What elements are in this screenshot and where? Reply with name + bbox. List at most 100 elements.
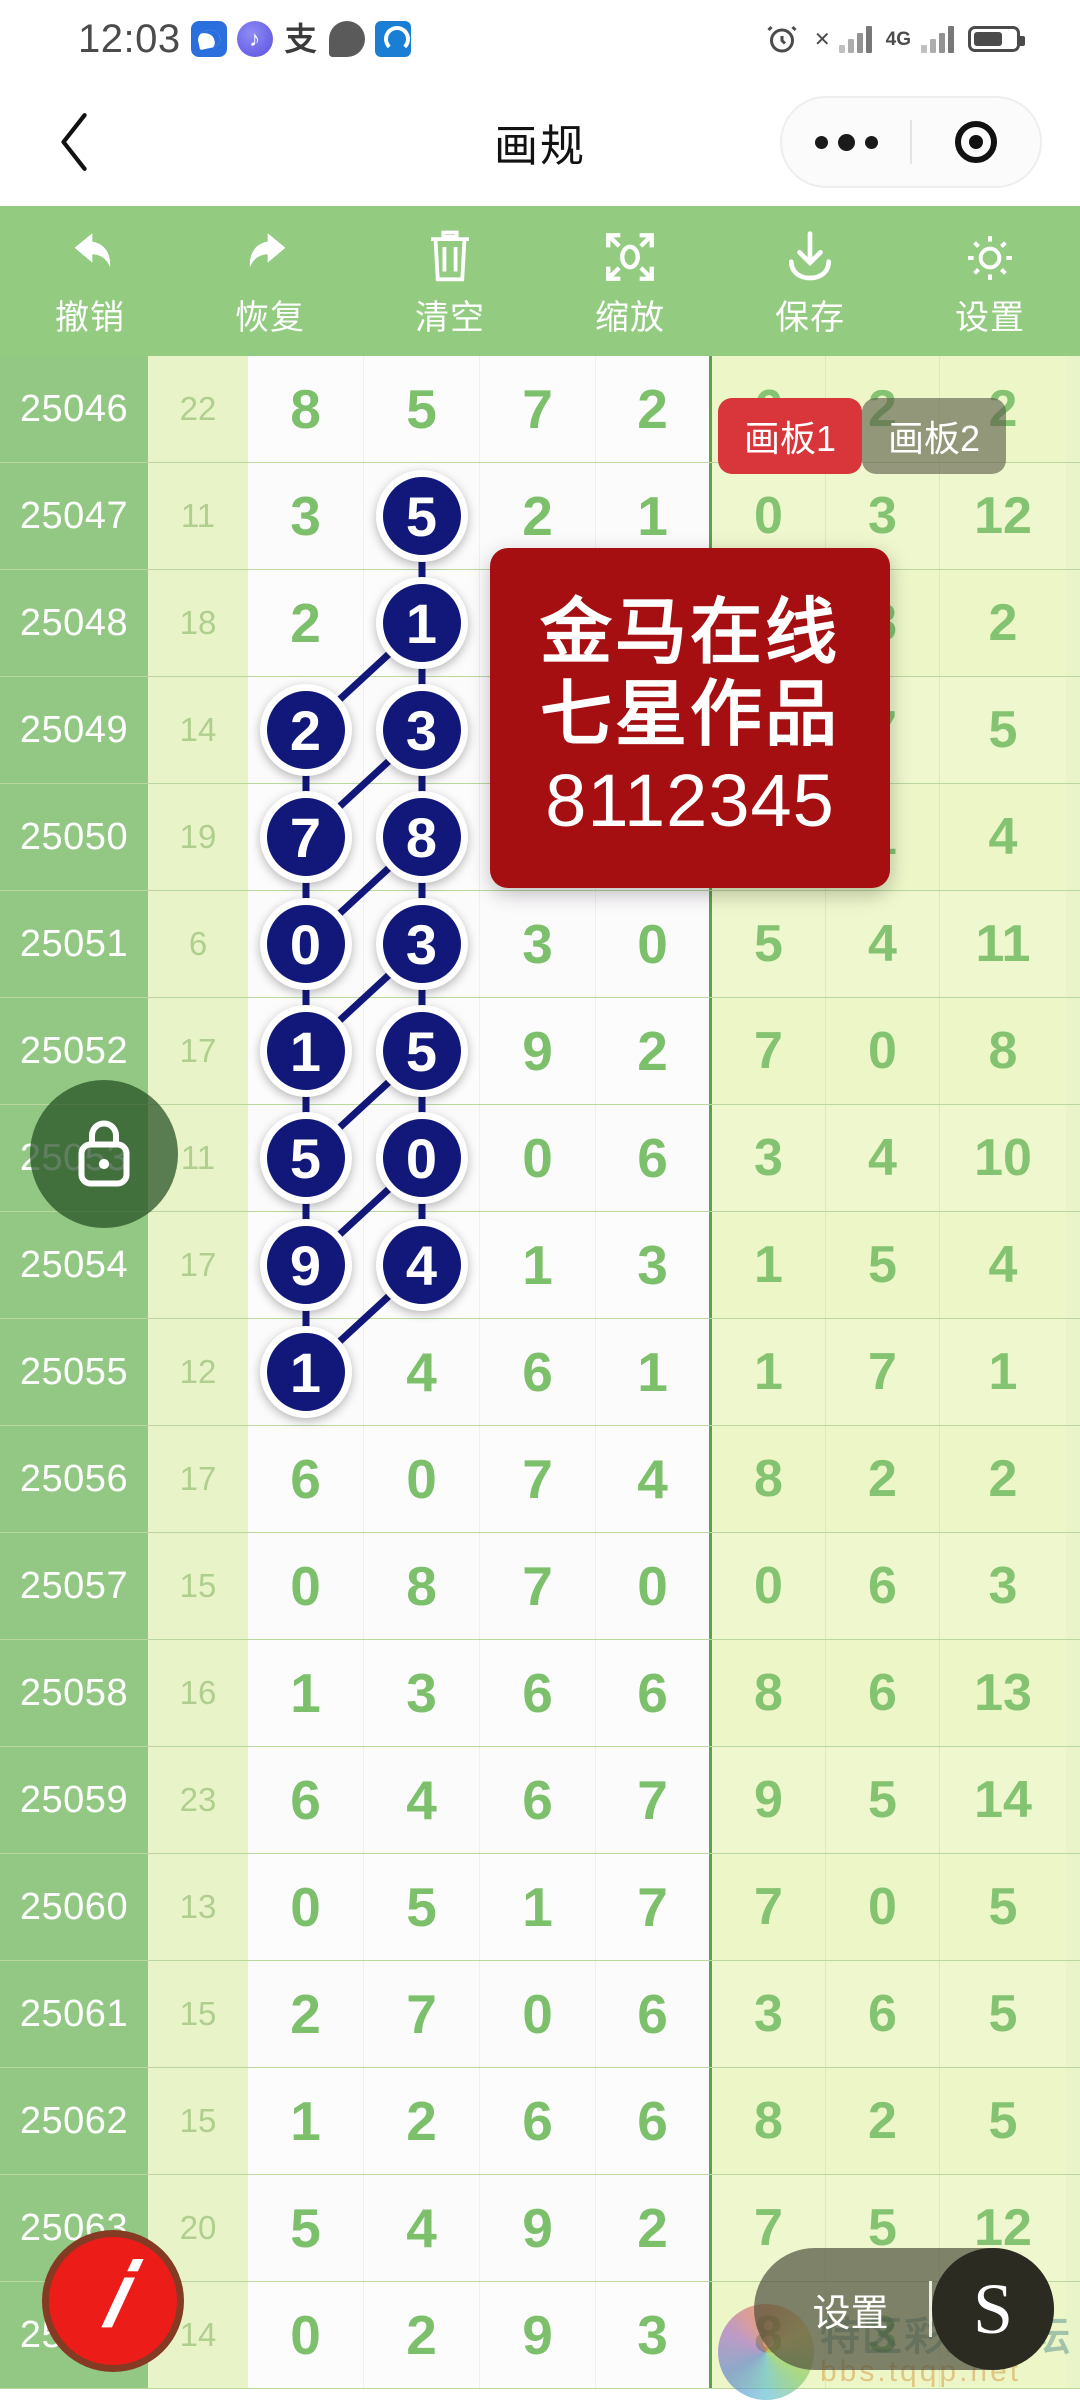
number-cell[interactable]: 44 (364, 1212, 480, 1318)
selected-number-marker[interactable]: 1 (259, 1326, 352, 1418)
number-cell[interactable]: 22 (248, 677, 364, 783)
selected-number-marker[interactable]: 5 (375, 1005, 468, 1097)
number-cell[interactable]: 6 (480, 1747, 596, 1853)
number-cell[interactable]: 5 (248, 2175, 364, 2281)
table-row[interactable]: 2505217115592708 (0, 998, 1080, 1105)
number-cell[interactable]: 0 (248, 1533, 364, 1639)
extra-cell[interactable]: 5 (940, 2068, 1066, 2174)
pen-tool-button[interactable]: 𝑖 (42, 2230, 184, 2372)
table-row[interactable]: 25054179944 1 3 1 5 4 (0, 1212, 1080, 1319)
extra-cell[interactable]: 4 (826, 1105, 940, 1211)
floating-settings-label[interactable]: 设置 (812, 2292, 889, 2335)
table-row[interactable]: 25056 17 6 0 7 4 8 2 2 (0, 1426, 1080, 1533)
number-cell[interactable]: 99 (248, 1212, 364, 1318)
extra-cell[interactable]: 5 (940, 1961, 1066, 2067)
extra-cell[interactable]: 12 (940, 463, 1066, 569)
selected-number-marker[interactable]: 8 (375, 791, 468, 883)
extra-cell[interactable]: 8 (712, 2068, 826, 2174)
number-cell[interactable]: 3 (480, 891, 596, 997)
extra-cell[interactable]: 2 (826, 2068, 940, 2174)
table-row[interactable]: 250551211461171 (0, 1319, 1080, 1426)
selected-number-marker[interactable]: 1 (375, 577, 468, 669)
selected-number-marker[interactable]: 0 (375, 1112, 468, 1204)
toolbar-settings-button[interactable]: 设置 (900, 224, 1080, 339)
number-cell[interactable]: 7 (364, 1961, 480, 2067)
number-cell[interactable]: 0 (596, 1533, 712, 1639)
number-cell[interactable]: 9 (480, 2175, 596, 2281)
number-cell[interactable]: 2 (248, 570, 364, 676)
extra-cell[interactable]: 6 (826, 1533, 940, 1639)
extra-cell[interactable]: 8 (712, 1640, 826, 1746)
number-cell[interactable]: 4 (596, 1426, 712, 1532)
selected-number-marker[interactable]: 3 (375, 898, 468, 990)
number-cell[interactable]: 2 (364, 2282, 480, 2388)
number-cell[interactable]: 0 (596, 891, 712, 997)
extra-cell[interactable]: 9 (712, 1747, 826, 1853)
number-cell[interactable]: 8 (364, 1533, 480, 1639)
number-cell[interactable]: 0 (480, 1105, 596, 1211)
table-row[interactable]: 2505160033305411 (0, 891, 1080, 998)
number-cell[interactable]: 55 (248, 1105, 364, 1211)
extra-cell[interactable]: 7 (712, 998, 826, 1104)
table-row[interactable]: 25060 13 0 5 1 7 7 0 5 (0, 1854, 1080, 1961)
extra-cell[interactable]: 0 (826, 998, 940, 1104)
number-cell[interactable]: 11 (248, 998, 364, 1104)
extra-cell[interactable]: 1 (712, 1212, 826, 1318)
number-cell[interactable]: 11 (248, 1319, 364, 1425)
number-cell[interactable]: 2 (364, 2068, 480, 2174)
selected-number-marker[interactable]: 7 (259, 791, 352, 883)
number-cell[interactable]: 33 (364, 891, 480, 997)
extra-cell[interactable]: 1 (712, 1319, 826, 1425)
selected-number-marker[interactable]: 5 (259, 1112, 352, 1204)
number-cell[interactable]: 3 (364, 1640, 480, 1746)
extra-cell[interactable]: 2 (826, 1426, 940, 1532)
number-cell[interactable]: 6 (248, 1747, 364, 1853)
back-chevron-icon[interactable] (45, 112, 105, 172)
selected-number-marker[interactable]: 9 (259, 1219, 352, 1311)
extra-cell[interactable]: 3 (712, 1961, 826, 2067)
number-cell[interactable]: 2 (596, 356, 712, 462)
number-cell[interactable]: 00 (364, 1105, 480, 1211)
number-cell[interactable]: 6 (596, 1640, 712, 1746)
number-cell[interactable]: 6 (596, 2068, 712, 2174)
number-cell[interactable]: 55 (364, 463, 480, 569)
number-cell[interactable]: 2 (596, 2175, 712, 2281)
table-row[interactable]: 25062 15 1 2 6 6 8 2 5 (0, 2068, 1080, 2175)
toolbar-save-button[interactable]: 保存 (720, 224, 900, 339)
number-cell[interactable]: 6 (480, 1319, 596, 1425)
selected-number-marker[interactable]: 4 (375, 1219, 468, 1311)
number-cell[interactable]: 1 (480, 1212, 596, 1318)
extra-cell[interactable]: 4 (940, 1212, 1066, 1318)
number-cell[interactable]: 9 (480, 998, 596, 1104)
number-cell[interactable]: 88 (364, 784, 480, 890)
selected-number-marker[interactable]: 1 (259, 1005, 352, 1097)
number-cell[interactable]: 2 (596, 998, 712, 1104)
number-cell[interactable]: 7 (480, 1533, 596, 1639)
number-cell[interactable]: 6 (248, 1426, 364, 1532)
extra-cell[interactable]: 3 (712, 1105, 826, 1211)
number-cell[interactable]: 55 (364, 998, 480, 1104)
number-cell[interactable]: 5 (364, 1854, 480, 1960)
extra-cell[interactable]: 5 (826, 1212, 940, 1318)
extra-cell[interactable]: 5 (712, 891, 826, 997)
board-tab-2[interactable]: 画板2 (862, 398, 1007, 474)
number-cell[interactable]: 7 (480, 1426, 596, 1532)
number-cell[interactable]: 1 (480, 1854, 596, 1960)
number-cell[interactable]: 0 (480, 1961, 596, 2067)
extra-cell[interactable]: 8 (712, 1426, 826, 1532)
selected-number-marker[interactable]: 0 (259, 898, 352, 990)
number-cell[interactable]: 6 (596, 1961, 712, 2067)
extra-cell[interactable]: 8 (940, 998, 1066, 1104)
number-cell[interactable]: 6 (480, 2068, 596, 2174)
number-cell[interactable]: 11 (364, 570, 480, 676)
extra-cell[interactable]: 2 (940, 1426, 1066, 1532)
table-row[interactable]: 25057 15 0 8 7 0 0 6 3 (0, 1533, 1080, 1640)
extra-cell[interactable]: 4 (826, 891, 940, 997)
extra-cell[interactable]: 5 (940, 677, 1066, 783)
board-tab-1[interactable]: 画板1 (718, 398, 863, 474)
extra-cell[interactable]: 4 (940, 784, 1066, 890)
number-cell[interactable]: 0 (248, 1854, 364, 1960)
number-cell[interactable]: 4 (364, 1747, 480, 1853)
extra-cell[interactable]: 13 (940, 1640, 1066, 1746)
toolbar-zoom-button[interactable]: 缩放 (540, 224, 720, 339)
